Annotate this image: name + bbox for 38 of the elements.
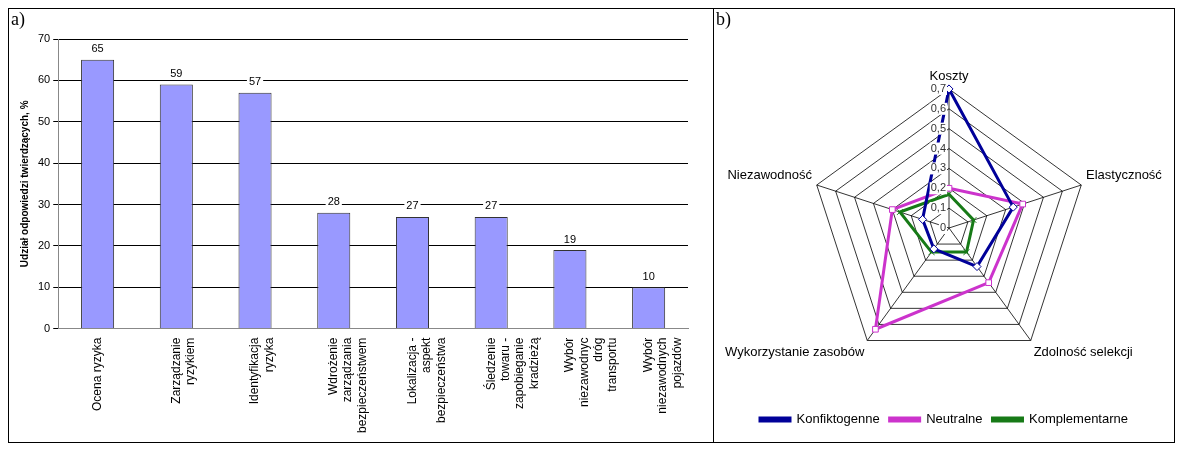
y-tick-label: 0,6	[930, 101, 946, 114]
x-tick-label: Zarządzanie ryzykiem	[168, 337, 198, 404]
data-label: 57	[248, 75, 262, 88]
y-tick-label: 0,2	[930, 181, 946, 194]
x-tick-label: Identyfikacja ryzyka	[247, 337, 276, 405]
data-label: 59	[170, 67, 183, 80]
y-tick-label: 0,1	[930, 201, 946, 214]
spoke-label: Koszty	[929, 67, 969, 83]
y-tick-label: 0,7	[930, 81, 946, 94]
y-tick-label: 70	[37, 32, 51, 45]
y-tick-label: 30	[37, 197, 51, 210]
legend-label: Konfiktogenne	[796, 411, 880, 427]
y-tick-label: 50	[37, 114, 51, 127]
legend-label: Komplementarne	[1029, 411, 1128, 427]
data-label: 65	[91, 42, 104, 55]
data-label: 10	[642, 269, 655, 282]
y-tick-label: 0,5	[930, 121, 946, 134]
y-axis-title: Udział odpowiedzi twierdzących, %	[18, 100, 30, 268]
data-label: 28	[327, 195, 340, 208]
data-label: 27	[406, 199, 419, 212]
y-tick-label: 0,3	[930, 161, 946, 174]
y-tick-label: 0	[939, 221, 946, 234]
chart-title: b)	[715, 9, 732, 29]
spoke-label: Wykorzystanie zasobów	[725, 343, 865, 359]
spoke-label: Niezawodność	[727, 167, 813, 183]
spoke-label: Zdolność selekcji	[1033, 343, 1133, 359]
y-tick-label: 60	[37, 73, 51, 86]
y-tick-label: 0,4	[930, 141, 946, 154]
y-tick-label: 40	[37, 156, 51, 169]
y-tick-label: 0	[44, 321, 51, 334]
data-label: 27	[485, 199, 498, 212]
y-tick-label: 10	[37, 280, 51, 293]
y-tick-label: 20	[37, 238, 51, 251]
legend-label: Neutralne	[926, 411, 983, 427]
x-tick-label: Ocena ryzyka	[89, 337, 104, 411]
data-label: 19	[563, 232, 577, 245]
spoke-label: Elastyczność	[1086, 167, 1163, 183]
chart-title: a)	[10, 9, 26, 29]
